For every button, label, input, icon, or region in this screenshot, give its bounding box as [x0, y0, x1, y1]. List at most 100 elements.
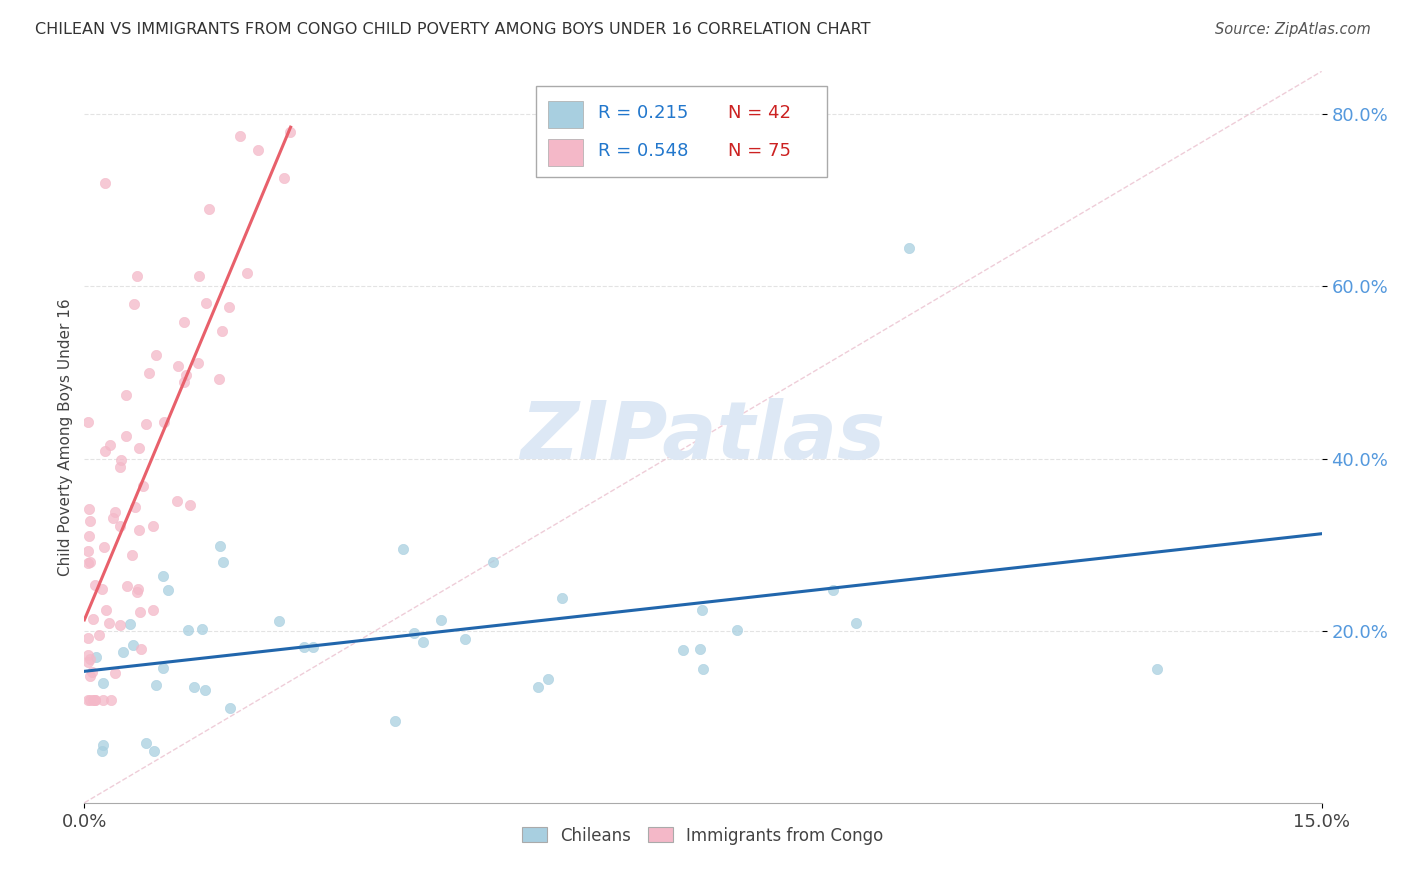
Point	[91, 582, 114, 596]
Point	[135, 735, 157, 749]
Point	[110, 453, 132, 467]
Point	[191, 623, 214, 637]
Point	[82, 612, 104, 626]
Point	[482, 555, 505, 569]
Point	[145, 678, 167, 692]
Point	[392, 542, 415, 557]
Point	[91, 692, 114, 706]
Point	[725, 623, 748, 637]
Point	[103, 665, 125, 680]
Point	[235, 267, 257, 281]
Point	[77, 529, 100, 543]
Point	[142, 518, 165, 533]
Point	[273, 170, 295, 185]
Point	[821, 582, 844, 597]
Point	[104, 505, 127, 519]
Point	[527, 680, 550, 694]
Point	[124, 500, 146, 514]
Point	[166, 494, 188, 508]
Point	[218, 701, 240, 715]
Point	[211, 324, 233, 338]
Point	[84, 578, 107, 592]
Text: ZIPatlas: ZIPatlas	[520, 398, 886, 476]
Text: N = 42: N = 42	[728, 104, 790, 122]
Point	[157, 582, 180, 597]
Point	[77, 556, 100, 570]
Point	[845, 615, 868, 630]
Point	[183, 680, 205, 694]
Point	[384, 714, 406, 728]
Point	[218, 300, 240, 314]
Point	[121, 548, 143, 562]
FancyBboxPatch shape	[548, 101, 583, 128]
Point	[122, 296, 145, 310]
Point	[115, 429, 138, 443]
Point	[551, 591, 574, 605]
Point	[131, 479, 153, 493]
Point	[101, 511, 124, 525]
Point	[138, 366, 160, 380]
Point	[537, 673, 560, 687]
Point	[404, 625, 426, 640]
Point	[77, 543, 100, 558]
Point	[94, 602, 117, 616]
Point	[898, 241, 921, 255]
Point	[82, 692, 104, 706]
Point	[128, 441, 150, 455]
Point	[690, 603, 713, 617]
Point	[127, 582, 149, 597]
Point	[122, 638, 145, 652]
Point	[412, 634, 434, 648]
Point	[77, 692, 100, 706]
Point	[152, 661, 174, 675]
Point	[87, 628, 110, 642]
Point	[129, 641, 152, 656]
Point	[188, 269, 211, 284]
Point	[194, 682, 217, 697]
Point	[79, 669, 101, 683]
Point	[174, 368, 197, 382]
Point	[79, 651, 101, 665]
Point	[77, 415, 100, 429]
Y-axis label: Child Poverty Among Boys Under 16: Child Poverty Among Boys Under 16	[58, 298, 73, 576]
Point	[84, 692, 107, 706]
Point	[247, 143, 270, 157]
Point	[228, 129, 250, 144]
Point	[301, 640, 323, 654]
Point	[93, 176, 115, 190]
Point	[453, 632, 475, 647]
Point	[145, 348, 167, 362]
Point	[672, 643, 695, 657]
Point	[198, 202, 221, 217]
Point	[93, 540, 115, 554]
Point	[79, 555, 101, 569]
Point	[110, 518, 132, 533]
Point	[212, 555, 235, 569]
Point	[77, 502, 100, 516]
Point	[143, 744, 166, 758]
Point	[108, 460, 131, 475]
Text: Source: ZipAtlas.com: Source: ZipAtlas.com	[1215, 22, 1371, 37]
Point	[94, 443, 117, 458]
Point	[79, 692, 101, 706]
Point	[1146, 662, 1168, 676]
Point	[111, 645, 134, 659]
Point	[90, 744, 112, 758]
Point	[689, 641, 711, 656]
Point	[77, 648, 100, 663]
Point	[98, 616, 121, 631]
Text: R = 0.548: R = 0.548	[598, 142, 688, 160]
Point	[77, 632, 100, 646]
Point	[430, 613, 453, 627]
Point	[267, 615, 290, 629]
Point	[128, 606, 150, 620]
Point	[173, 375, 195, 389]
Text: CHILEAN VS IMMIGRANTS FROM CONGO CHILD POVERTY AMONG BOYS UNDER 16 CORRELATION C: CHILEAN VS IMMIGRANTS FROM CONGO CHILD P…	[35, 22, 870, 37]
Point	[91, 675, 114, 690]
Text: N = 75: N = 75	[728, 142, 790, 160]
Point	[152, 415, 174, 429]
Point	[179, 498, 201, 512]
Point	[84, 649, 107, 664]
Point	[692, 662, 714, 676]
Point	[117, 579, 139, 593]
